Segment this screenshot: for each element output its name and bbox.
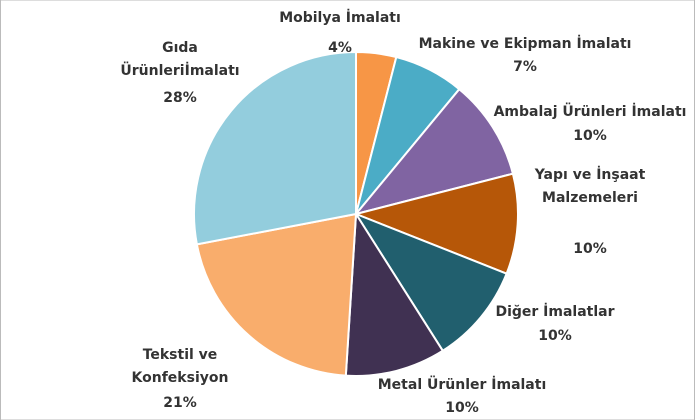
value-label: 28% — [163, 90, 197, 106]
slice-label: Diğer İmalatlar — [495, 303, 614, 320]
slice-label: Yapı ve İnşaat — [534, 166, 646, 183]
value-label: 10% — [445, 400, 479, 416]
slice-label: Konfeksiyon — [132, 370, 229, 386]
pie-slice — [344, 210, 445, 377]
slice-label: Mobilya İmalatı — [279, 9, 401, 26]
slice-label: Ambalaj Ürünleri İmalatı — [494, 102, 687, 120]
value-label: 21% — [163, 395, 197, 411]
value-label: 10% — [538, 328, 572, 344]
pie-slice — [195, 212, 358, 377]
slice-label: Gıda — [162, 40, 198, 56]
value-label: 7% — [513, 59, 537, 75]
slice-label: Metal Ürünler İmalatı — [378, 375, 547, 393]
slice-label: Malzemeleri — [542, 190, 638, 206]
slice-label: Ürünleriİmalatı — [120, 61, 239, 79]
slice-label: Makine ve Ekipman İmalatı — [419, 35, 632, 52]
pie-slice — [353, 211, 508, 353]
pie-slice — [193, 50, 357, 246]
value-label: 10% — [573, 241, 607, 257]
value-label: 10% — [573, 128, 607, 144]
slice-label: Tekstil ve — [143, 347, 218, 363]
value-label: 4% — [328, 40, 352, 56]
pie-slice — [352, 172, 519, 275]
